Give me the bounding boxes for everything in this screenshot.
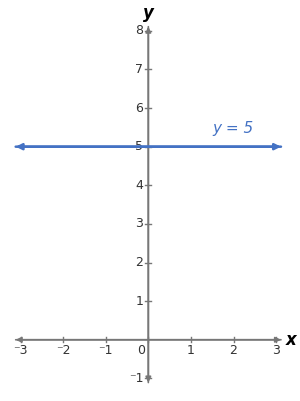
Text: 7: 7 (135, 63, 143, 76)
Text: ⁻2: ⁻2 (56, 344, 70, 357)
Text: 1: 1 (187, 344, 195, 357)
Text: y = 5: y = 5 (212, 121, 254, 136)
Text: 3: 3 (272, 344, 280, 357)
Text: x: x (286, 331, 297, 349)
Text: 6: 6 (135, 101, 143, 115)
Text: ⁻1: ⁻1 (129, 372, 143, 385)
Text: 5: 5 (135, 140, 143, 153)
Text: 0: 0 (137, 344, 145, 357)
Text: ⁻1: ⁻1 (98, 344, 113, 357)
Text: y: y (143, 4, 154, 22)
Text: 3: 3 (135, 217, 143, 231)
Text: 4: 4 (135, 179, 143, 192)
Text: 1: 1 (135, 295, 143, 308)
Text: 2: 2 (230, 344, 238, 357)
Text: ⁻3: ⁻3 (13, 344, 28, 357)
Text: 2: 2 (135, 256, 143, 269)
Text: 8: 8 (135, 24, 143, 37)
